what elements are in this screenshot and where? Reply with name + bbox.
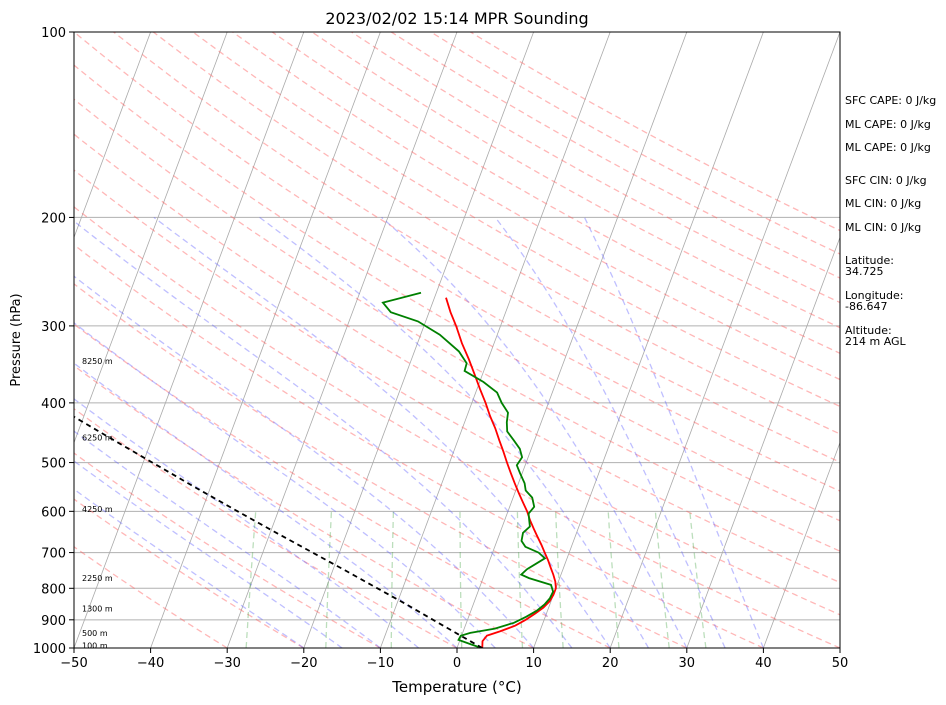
x-axis-label: Temperature (°C) xyxy=(391,678,521,696)
stat-ml-cape-2: ML CAPE: 0 J/kg xyxy=(845,141,931,154)
moist-adiabat xyxy=(583,217,765,648)
y-tick-label: 300 xyxy=(41,320,66,335)
y-tick-label: 900 xyxy=(41,614,66,629)
moist-adiabat xyxy=(74,430,381,648)
isotherm-line xyxy=(74,32,228,444)
moist-adiabat xyxy=(153,216,611,648)
data-layer xyxy=(74,291,557,648)
dry-adiabat xyxy=(74,452,381,648)
dry-adiabat xyxy=(74,206,840,648)
height-label: 6250 m xyxy=(82,433,113,442)
dry-adiabat xyxy=(74,283,688,648)
dry-adiabat xyxy=(74,323,611,648)
dry-adiabat xyxy=(113,32,840,463)
chart-title: 2023/02/02 15:14 MPR Sounding xyxy=(325,9,588,28)
isotherm-line xyxy=(763,441,840,648)
dry-adiabat xyxy=(74,244,764,648)
y-tick-label: 800 xyxy=(41,582,66,597)
moist-adiabat xyxy=(381,216,688,648)
longitude-value: -86.647 xyxy=(845,300,888,313)
dry-adiabat xyxy=(74,364,534,648)
dry-adiabat xyxy=(74,133,840,584)
dry-adiabat xyxy=(390,32,840,279)
isotherm-line xyxy=(456,32,688,648)
dry-adiabat xyxy=(74,98,840,552)
dry-adiabat xyxy=(74,32,840,492)
height-label: 8250 m xyxy=(82,357,113,366)
dry-adiabat xyxy=(351,32,840,304)
stat-ml-cin-1: ML CIN: 0 J/kg xyxy=(845,197,922,210)
x-tick-label: −50 xyxy=(60,656,87,671)
height-label: 4250 m xyxy=(82,505,113,514)
y-tick-label: 100 xyxy=(41,26,66,41)
stat-ml-cape-1: ML CAPE: 0 J/kg xyxy=(845,118,931,131)
height-label: 500 m xyxy=(82,629,108,638)
dry-adiabat xyxy=(74,545,228,648)
mixing-ratio-line xyxy=(689,511,707,648)
x-tick-label: −10 xyxy=(367,656,394,671)
x-tick-label: 50 xyxy=(832,656,849,671)
y-tick-label: 1000 xyxy=(33,642,66,657)
y-tick-label: 500 xyxy=(41,457,66,472)
y-tick-label: 700 xyxy=(41,547,66,562)
x-tick-label: −30 xyxy=(213,656,240,671)
height-labels: 100 m 500 m 1300 m 2250 m 4250 m 6250 m 8250 m xyxy=(82,357,113,650)
isotherm-line xyxy=(533,32,764,648)
x-tick-label: −40 xyxy=(137,656,164,671)
isotherm-line xyxy=(380,32,611,648)
height-label: 100 m xyxy=(82,641,108,650)
isotherm-line xyxy=(74,32,305,648)
moist-adiabat xyxy=(74,322,496,648)
series-line-2 xyxy=(74,415,483,648)
y-tick-label: 400 xyxy=(41,397,66,412)
x-tick-label: 30 xyxy=(679,656,696,671)
moist-adiabat xyxy=(74,220,573,648)
stat-ml-cin-2: ML CIN: 0 J/kg xyxy=(845,221,922,234)
y-tick-label: 600 xyxy=(41,505,66,520)
mixing-ratio-line xyxy=(654,511,670,648)
latitude-label: Latitude: xyxy=(845,254,894,267)
height-label: 1300 m xyxy=(82,604,113,613)
isotherm-line xyxy=(226,32,458,648)
isotherm-line xyxy=(686,236,840,648)
longitude-label: Longitude: xyxy=(845,289,904,302)
moist-adiabat xyxy=(74,362,458,648)
x-tick-label: 10 xyxy=(525,656,542,671)
y-axis-label: Pressure (hPa) xyxy=(9,293,24,386)
stat-sfc-cin: SFC CIN: 0 J/kg xyxy=(845,174,927,187)
dry-adiabat xyxy=(74,64,840,522)
series-line-1 xyxy=(381,291,555,648)
dry-adiabat xyxy=(232,32,840,381)
isotherm-line xyxy=(609,32,840,648)
height-label: 2250 m xyxy=(82,574,113,583)
moist-adiabat xyxy=(494,217,726,648)
moist-adiabat xyxy=(259,216,650,648)
axis-layer: −50 −40 −30 −20 −10 0 10 20 30 40 50 100 200 300 400 50… xyxy=(33,26,848,671)
dry-adiabat xyxy=(271,32,840,355)
moist-adiabat xyxy=(74,488,305,648)
moist-adiabat xyxy=(74,398,420,648)
y-tick-label: 200 xyxy=(41,211,66,226)
grid-layer xyxy=(74,32,840,648)
dry-adiabat xyxy=(74,407,458,648)
isotherm-line xyxy=(74,32,151,239)
dry-adiabat xyxy=(74,498,305,648)
isotherm-line xyxy=(303,32,534,648)
x-tick-label: −20 xyxy=(290,656,317,671)
x-tick-label: 0 xyxy=(453,656,461,671)
plot-background xyxy=(74,32,840,648)
altitude-value: 214 m AGL xyxy=(845,335,906,348)
series-line-0 xyxy=(445,297,557,648)
dry-adiabat xyxy=(74,169,840,616)
moist-adiabat xyxy=(74,460,343,648)
isotherm-line xyxy=(150,32,381,648)
altitude-label: Altitude: xyxy=(845,324,892,337)
moist-adiabat xyxy=(74,275,535,648)
x-tick-label: 40 xyxy=(755,656,772,671)
stat-sfc-cape: SFC CAPE: 0 J/kg xyxy=(845,94,937,107)
latitude-value: 34.725 xyxy=(845,265,884,278)
x-tick-label: 20 xyxy=(602,656,619,671)
